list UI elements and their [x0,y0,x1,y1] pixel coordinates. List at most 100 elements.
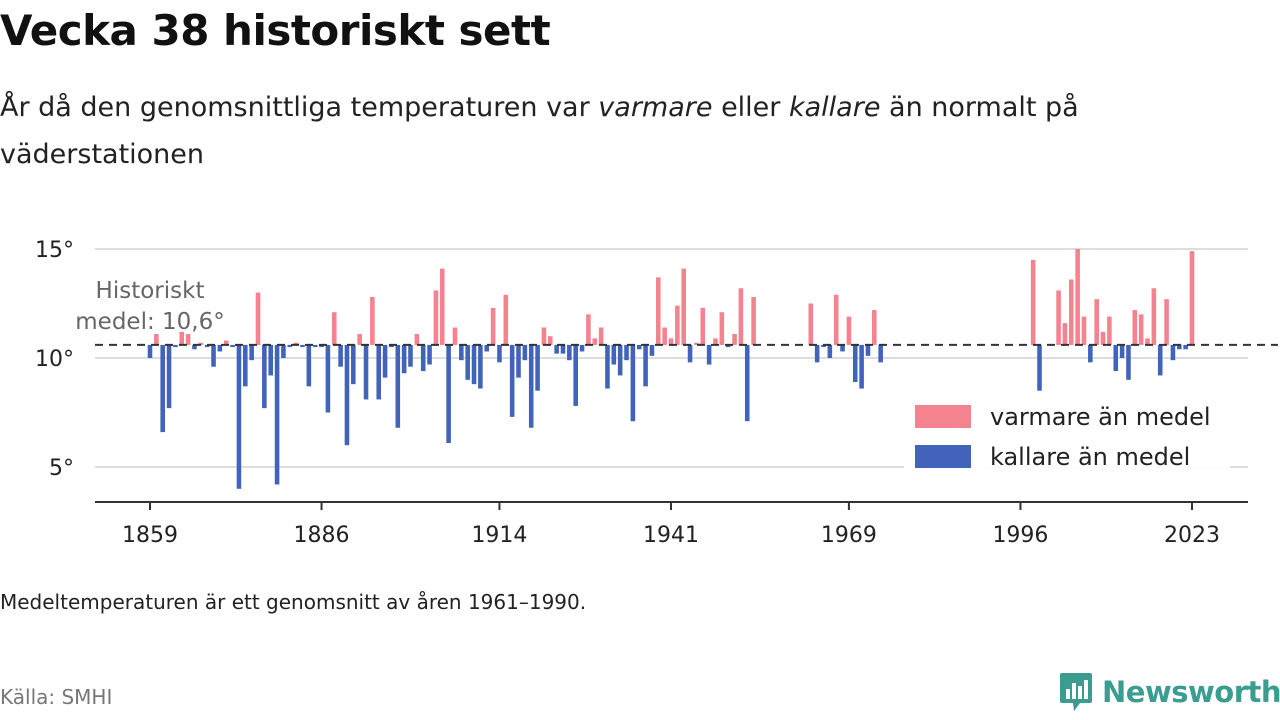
bar-1949 [719,312,725,345]
mean-label-line2: medel: 10,6° [75,309,224,335]
bar-2018 [1157,344,1163,376]
subtitle-warm-word: varmare [598,92,713,123]
bar-1877 [262,344,267,409]
bar-1931 [605,344,610,389]
bar-1901 [414,334,420,345]
legend: varmare än medel kallare än medel [904,396,1230,471]
bar-1902 [420,344,426,372]
bar-2020 [1170,344,1176,361]
bar-1999 [1037,344,1042,391]
legend-swatch-warm [915,405,971,428]
bar-1879 [274,344,280,485]
bar-1899 [401,344,407,374]
bar-2023 [1189,251,1195,345]
bar-1953 [744,344,750,422]
bar-1903 [427,344,432,365]
bar-1882 [293,342,299,345]
newsworthy-logo-icon [1060,673,1092,711]
bar-1873 [236,344,242,489]
bar-1940 [662,327,667,345]
bar-1888 [331,312,337,345]
bar-1892 [357,334,362,345]
bar-1921 [541,327,547,345]
bar-1914 [497,344,502,363]
y-tick-label-15: 15° [35,238,74,263]
bar-2009 [1100,331,1106,345]
bar-1932 [611,344,617,365]
bar-1912 [484,344,490,352]
bar-1965 [821,344,826,348]
bar-1934 [624,344,629,361]
bar-1963 [808,303,814,345]
bar-1880 [281,344,286,358]
bar-1948 [713,338,718,345]
x-tick-label-2023: 2023 [1164,523,1220,548]
bar-1916 [509,344,515,417]
bar-2006 [1081,316,1087,345]
bar-1909 [465,344,470,380]
bar-1897 [389,344,394,348]
bar-1966 [827,344,833,358]
bar-1972 [865,344,871,356]
bar-1942 [675,305,680,345]
x-tick-label-1941: 1941 [643,523,699,548]
bar-1918 [522,344,528,361]
bar-1878 [268,344,273,376]
bar-1867 [198,342,204,345]
bar-1946 [700,307,706,345]
bar-1928 [586,314,591,345]
bar-1883 [300,344,305,348]
bar-1951 [732,334,737,345]
bar-1945 [694,342,699,345]
bar-1889 [338,344,343,367]
x-tick-label-1996: 1996 [992,523,1048,548]
bar-1944 [687,344,693,363]
bar-1929 [592,338,598,345]
bar-1941 [668,338,674,345]
bar-1898 [395,344,401,428]
bar-2021 [1177,344,1182,350]
bar-chart: 5° 10° 15° 1859 1886 1914 1941 1969 1996 2023 Hi… [35,238,1278,548]
bar-1894 [370,296,375,345]
bar-1900 [408,344,413,367]
x-axis: 1859 1886 1914 1941 1969 1996 2023 [95,501,1248,548]
legend-label-cold: kallare än medel [990,443,1190,471]
legend-swatch-cold [915,445,971,468]
legend-label-warm: varmare än medel [990,403,1211,431]
bar-1933 [617,344,623,376]
bar-1943 [681,268,686,345]
x-tick-label-1969: 1969 [821,523,877,548]
bar-1973 [872,310,877,345]
bar-1863 [173,344,178,348]
bar-1936 [636,344,642,350]
mean-annotation: Historiskt medel: 10,6° [75,278,1278,346]
bar-1885 [312,344,318,348]
bar-1913 [490,307,496,345]
bar-1927 [579,344,585,352]
bar-1937 [643,344,648,387]
bar-1868 [204,344,210,348]
bar-2008 [1094,299,1099,345]
bar-1935 [630,344,636,422]
bar-2005 [1075,249,1080,345]
bar-1952 [738,288,744,345]
bar-1971 [859,344,864,389]
bar-2002 [1056,290,1061,345]
bar-1904 [433,290,439,345]
bar-1893 [363,344,369,400]
bar-1920 [535,344,540,391]
bar-2004 [1068,279,1074,345]
bar-2017 [1151,288,1157,345]
subtitle-cold-word: kallare [788,92,881,123]
y-tick-label-5: 5° [49,456,74,481]
bar-1923 [554,344,559,354]
subtitle-text-2: eller [712,92,789,123]
bar-2012 [1119,344,1125,358]
bar-2003 [1062,323,1068,345]
bar-1876 [255,292,261,345]
bar-1938 [649,344,655,356]
bar-1884 [306,344,312,387]
bar-1864 [179,331,185,345]
bar-1915 [503,294,509,345]
bar-1939 [656,277,661,345]
